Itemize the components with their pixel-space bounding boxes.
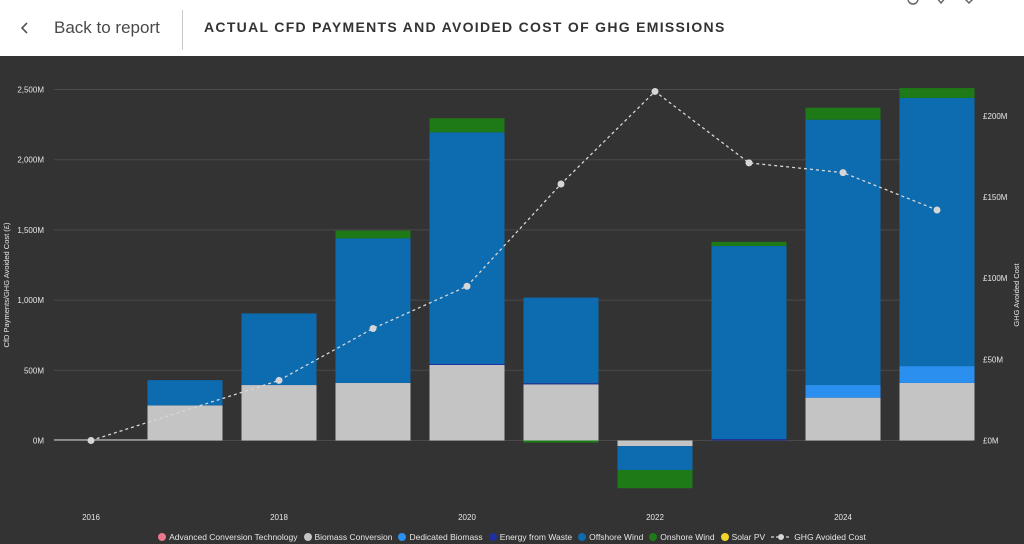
bar-segment xyxy=(335,382,411,441)
bar-segment xyxy=(429,364,505,441)
legend-item[interactable]: Offshore Wind xyxy=(578,532,643,542)
ghg-avoided-cost-point xyxy=(745,159,753,167)
bar-segment xyxy=(899,97,975,367)
bar-segment xyxy=(805,107,881,120)
chart-panel: 0M 500M 1,000M 1,500M 2,000M 2,500M £0M £50M £10… xyxy=(0,56,1024,544)
bar-segment xyxy=(805,397,881,441)
legend-label: GHG Avoided Cost xyxy=(794,532,866,542)
bar-segment xyxy=(241,385,317,441)
x-tick-label: 2024 xyxy=(834,513,852,522)
legend-item[interactable]: Biomass Conversion xyxy=(303,532,393,542)
bar-segment xyxy=(523,440,599,443)
ghg-avoided-cost-point xyxy=(87,437,95,444)
bar-segment xyxy=(899,366,975,383)
legend-label: Offshore Wind xyxy=(589,532,644,542)
legend-item[interactable]: Solar PV xyxy=(720,532,766,542)
bar-segment xyxy=(523,383,599,385)
legend-label: Biomass Conversion xyxy=(314,532,393,542)
legend-item[interactable]: Advanced Conversion Technology xyxy=(158,532,298,542)
bar-segment xyxy=(147,380,223,406)
legend-label: Dedicated Biomass xyxy=(409,532,483,542)
legend-label: Energy from Waste xyxy=(499,532,573,542)
legend-item[interactable]: GHG Avoided Cost xyxy=(771,532,866,542)
ghg-avoided-cost-point xyxy=(463,282,471,290)
ghg-avoided-cost-point xyxy=(651,87,659,95)
header-bar: Back to report ACTUAL CFD PAYMENTS AND A… xyxy=(0,0,1024,54)
legend-label: Advanced Conversion Technology xyxy=(169,532,298,542)
back-to-report-button[interactable]: Back to report xyxy=(18,12,160,44)
bar-segment xyxy=(711,439,787,441)
more-options-icon[interactable] xyxy=(962,0,976,6)
y-tick-label: 2,000M xyxy=(17,156,44,165)
legend-marker xyxy=(303,533,312,541)
legend-label: Solar PV xyxy=(731,532,766,542)
y-tick-label: 500M xyxy=(24,366,44,375)
y2-tick-label: £0M xyxy=(983,437,999,446)
x-tick-label: 2020 xyxy=(458,513,476,522)
bar-segment xyxy=(805,385,881,398)
y-tick-label: 0M xyxy=(33,437,44,446)
y-tick-label: 2,500M xyxy=(17,86,44,95)
y2-axis-title: GHG Avoided Cost xyxy=(1012,262,1021,326)
ghg-avoided-cost-point xyxy=(275,376,283,384)
page-title: ACTUAL CFD PAYMENTS AND AVOIDED COST OF … xyxy=(204,19,726,35)
bar-segment xyxy=(711,246,787,440)
bar-segment xyxy=(523,297,599,384)
legend-marker xyxy=(578,533,587,541)
y-tick-label: 1,500M xyxy=(17,226,44,235)
y-tick-label: 1,000M xyxy=(17,296,44,305)
legend-marker xyxy=(720,533,729,541)
y2-tick-label: £100M xyxy=(983,274,1008,283)
legend-marker xyxy=(649,533,658,541)
pin-icon[interactable] xyxy=(906,0,920,6)
ghg-avoided-cost-point xyxy=(933,206,941,214)
legend-marker xyxy=(488,533,497,541)
legend-label: Onshore Wind xyxy=(660,532,715,542)
bar-segment xyxy=(54,439,204,441)
x-tick-label: 2018 xyxy=(270,513,288,522)
y-axis-title: CfD Payments/GHG Avoided Cost (£) xyxy=(2,222,11,347)
filter-icon[interactable] xyxy=(934,0,948,6)
legend-item[interactable]: Energy from Waste xyxy=(488,532,573,542)
y2-tick-label: £150M xyxy=(983,193,1008,202)
bar-segment xyxy=(617,469,693,489)
y2-tick-label: £50M xyxy=(983,355,1003,364)
legend-marker xyxy=(158,533,167,541)
bar-segment xyxy=(429,118,505,133)
bar-segment xyxy=(429,132,505,364)
bar-segment xyxy=(617,446,693,470)
bar-segment xyxy=(899,382,975,441)
legend-line-marker xyxy=(771,534,792,540)
bar-segment xyxy=(241,313,317,386)
ghg-avoided-cost-point xyxy=(839,169,847,177)
bar-segment xyxy=(335,230,411,239)
legend-marker xyxy=(398,533,407,541)
bar-segment xyxy=(617,440,693,447)
ghg-avoided-cost-point xyxy=(369,324,377,332)
visual-toolbar xyxy=(906,0,976,6)
bar-segment xyxy=(711,241,787,247)
legend-item[interactable]: Onshore Wind xyxy=(649,532,715,542)
bar-segment xyxy=(899,88,975,98)
y2-tick-label: £200M xyxy=(983,112,1008,121)
bar-segment xyxy=(147,405,223,441)
stacked-bar-line-chart: 0M 500M 1,000M 1,500M 2,000M 2,500M £0M £50M £10… xyxy=(2,86,1021,523)
bar-segment xyxy=(335,238,411,383)
bar-segment xyxy=(805,119,881,386)
bar-segment xyxy=(429,363,505,365)
back-label: Back to report xyxy=(54,18,160,37)
ghg-avoided-cost-point xyxy=(557,180,565,188)
chevron-left-icon xyxy=(20,22,28,34)
bar-segment xyxy=(523,384,599,441)
header-divider xyxy=(182,10,183,50)
chart-legend: Advanced Conversion Technology Biomass Co… xyxy=(0,530,1024,544)
x-tick-label: 2022 xyxy=(646,513,664,522)
legend-item[interactable]: Dedicated Biomass xyxy=(398,532,483,542)
x-tick-label: 2016 xyxy=(82,513,100,522)
